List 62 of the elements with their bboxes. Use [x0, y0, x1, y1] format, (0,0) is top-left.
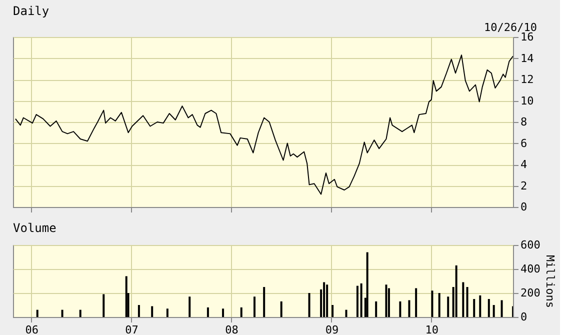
bar	[240, 307, 242, 317]
y-tick-label: 16	[520, 30, 534, 44]
bar	[332, 305, 334, 317]
bar	[222, 308, 224, 317]
bar	[479, 295, 482, 317]
bar	[462, 282, 464, 317]
bar	[356, 286, 358, 317]
bar	[488, 299, 490, 317]
bar	[166, 308, 168, 317]
bar	[360, 283, 362, 317]
bar	[79, 310, 82, 317]
bar	[102, 294, 105, 317]
bar	[385, 284, 388, 317]
x-tick-label: 08	[225, 324, 238, 335]
bar	[500, 300, 503, 317]
bar	[366, 252, 368, 317]
x-tick-label: 07	[125, 324, 138, 335]
bar	[206, 307, 209, 317]
bar	[254, 296, 256, 317]
bar	[323, 282, 326, 317]
y-tick-label: 400	[520, 262, 540, 276]
y-tick-label: 0	[520, 310, 528, 324]
bar	[447, 296, 450, 317]
y-tick-label: 4	[520, 158, 528, 171]
y-tick-label: 8	[520, 116, 528, 128]
bar	[36, 310, 38, 317]
chart-title: Volume	[13, 221, 56, 235]
y-tick-label: 6	[520, 136, 528, 150]
bar	[388, 288, 390, 317]
bar	[326, 284, 328, 317]
y-tick-label: 10	[520, 94, 534, 108]
y-tick-label: 12	[520, 73, 534, 86]
y-axis-title: Millions	[543, 255, 556, 308]
bar	[308, 293, 310, 317]
bar	[408, 300, 410, 317]
chart-title: Daily	[13, 4, 50, 18]
bar	[492, 305, 495, 317]
bar	[263, 287, 266, 317]
bar	[455, 265, 458, 317]
bar	[399, 301, 402, 317]
bar	[151, 306, 154, 317]
bar	[466, 287, 468, 317]
bar	[415, 288, 418, 317]
bar	[280, 301, 282, 317]
y-tick-label: 200	[520, 286, 540, 300]
bar	[375, 301, 378, 317]
bar	[431, 290, 434, 317]
bar	[345, 310, 348, 317]
bar	[125, 276, 128, 317]
bar	[438, 293, 440, 317]
x-tick-label: 09	[325, 324, 339, 335]
line-series	[14, 54, 513, 195]
bar	[188, 296, 191, 317]
y-tick-label: 0	[520, 200, 528, 214]
bar	[138, 305, 140, 317]
y-tick-label: 14	[520, 52, 534, 65]
bar	[61, 310, 64, 317]
y-tick-label: 600	[520, 238, 540, 252]
bar	[473, 299, 476, 317]
x-tick-label: 06	[25, 324, 38, 335]
x-tick-label: 10	[425, 324, 439, 335]
y-tick-label: 2	[520, 179, 528, 192]
